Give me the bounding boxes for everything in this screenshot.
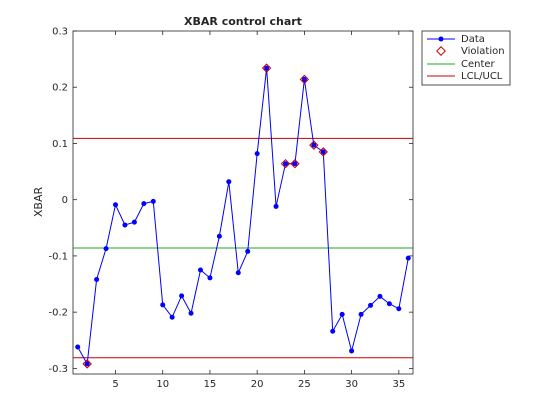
data-point xyxy=(141,201,147,207)
violation-marker xyxy=(309,140,319,150)
violation-marker xyxy=(261,63,272,73)
data-point xyxy=(169,314,175,320)
chart-data-layer xyxy=(73,63,413,369)
legend: Data Violation Center LCL/UCL xyxy=(421,30,511,86)
legend-data-marker xyxy=(438,36,444,42)
legend-item-data: Data xyxy=(427,34,485,45)
data-point xyxy=(377,293,383,299)
legend-item-limits: LCL/UCL xyxy=(427,71,503,82)
data-point xyxy=(113,202,118,208)
data-point xyxy=(103,246,109,252)
data-point xyxy=(235,270,241,276)
x-tick-label: 30 xyxy=(345,379,358,390)
data-point xyxy=(75,344,81,350)
data-point xyxy=(301,76,307,82)
data-point xyxy=(273,203,279,209)
violation-marker xyxy=(82,359,92,369)
axis-ticks: 5 10 15 20 25 30 35 -0.3 -0.2 -0.1 0 0.1 0.2 0.3 xyxy=(48,27,413,390)
data-point xyxy=(122,222,128,228)
data-point xyxy=(311,142,317,148)
data-point xyxy=(198,267,203,273)
x-tick-label: 5 xyxy=(112,379,118,390)
data-point xyxy=(330,328,336,334)
violation-marker xyxy=(280,158,291,169)
violation-marker xyxy=(290,158,300,169)
data-point xyxy=(396,306,402,312)
data-point xyxy=(245,248,251,254)
legend-item-center: Center xyxy=(427,59,496,70)
data-point xyxy=(216,233,222,239)
data-point xyxy=(349,348,355,354)
data-point xyxy=(264,65,270,71)
x-tick-label: 35 xyxy=(392,379,405,390)
data-point xyxy=(150,198,156,204)
data-point xyxy=(368,302,373,308)
y-tick-label: 0.2 xyxy=(52,83,68,94)
data-point xyxy=(320,149,326,155)
y-tick-label: -0.3 xyxy=(48,364,68,375)
x-tick-label: 20 xyxy=(251,379,264,390)
plot-area xyxy=(73,31,413,374)
data-point xyxy=(188,310,194,316)
y-tick-label: 0.3 xyxy=(52,27,68,38)
y-tick-label: 0 xyxy=(62,195,68,206)
data-point xyxy=(254,151,260,157)
y-tick-label: -0.1 xyxy=(48,251,68,262)
legend-data-label: Data xyxy=(461,34,485,45)
data-point xyxy=(207,275,213,281)
data-point xyxy=(226,179,232,185)
violation-marker xyxy=(318,147,328,157)
data-point xyxy=(405,255,411,261)
violation-marker xyxy=(299,74,310,85)
data-point xyxy=(160,302,166,308)
data-point xyxy=(94,277,100,283)
data-point xyxy=(358,311,364,317)
data-point xyxy=(339,311,345,317)
data-point xyxy=(386,301,392,307)
x-tick-label: 25 xyxy=(298,379,311,390)
axes-box xyxy=(72,30,414,375)
data-point xyxy=(131,219,137,225)
data-point xyxy=(292,161,298,167)
data-point xyxy=(179,293,185,299)
legend-item-violation: Violation xyxy=(436,46,505,57)
legend-center-label: Center xyxy=(461,59,496,70)
x-tick-label: 15 xyxy=(204,379,217,390)
legend-violation-label: Violation xyxy=(461,46,505,57)
legend-violation-marker xyxy=(436,46,446,56)
y-axis-label: XBAR xyxy=(32,187,45,218)
y-tick-label: -0.2 xyxy=(48,308,68,319)
x-tick-label: 10 xyxy=(156,379,169,390)
y-tick-label: 0.1 xyxy=(52,139,68,150)
legend-limits-label: LCL/UCL xyxy=(461,71,503,82)
chart-title: XBAR control chart xyxy=(184,15,302,28)
data-point xyxy=(283,161,288,167)
data-point xyxy=(84,361,90,367)
